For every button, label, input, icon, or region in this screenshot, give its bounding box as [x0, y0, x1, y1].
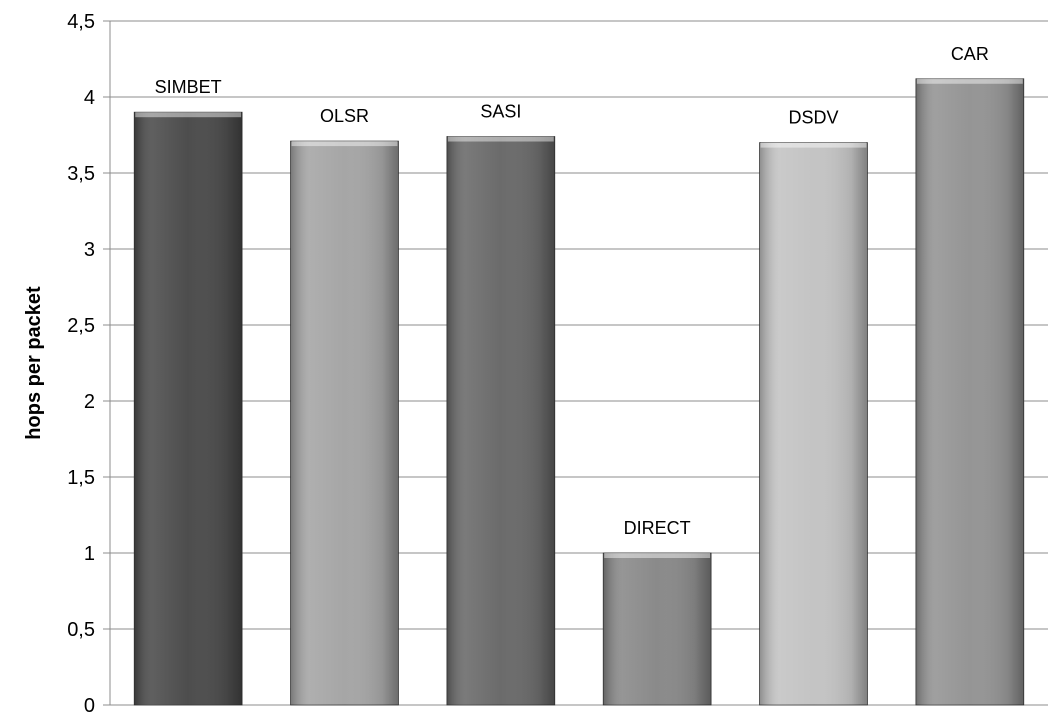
bar-label-dsdv: DSDV — [788, 108, 838, 128]
bar-label-sasi: SASI — [480, 102, 521, 122]
y-tick-label: 0,5 — [67, 619, 95, 641]
axes — [103, 20, 111, 706]
y-tick-label: 3 — [84, 239, 95, 261]
bar-simbet — [133, 111, 243, 706]
bar-direct — [602, 552, 712, 706]
y-tick-labels: 0 0,5 1 1,5 2 2,5 3 3,5 4 4,5 — [67, 11, 95, 715]
bar-car — [915, 78, 1025, 706]
bar-sasi — [446, 136, 556, 706]
bar-label-simbet: SIMBET — [155, 77, 222, 97]
bars — [133, 78, 1025, 706]
y-tick-label: 1,5 — [67, 467, 95, 489]
y-tick-label: 3,5 — [67, 163, 95, 185]
y-tick-label: 0 — [84, 695, 95, 715]
bar-label-direct: DIRECT — [624, 518, 691, 538]
y-tick-label: 2 — [84, 391, 95, 413]
y-tick-label: 4,5 — [67, 11, 95, 33]
y-axis-label: hops per packet — [23, 286, 45, 440]
y-tick-label: 2,5 — [67, 315, 95, 337]
bar-label-car: CAR — [951, 44, 989, 64]
y-tick-label: 4 — [84, 87, 95, 109]
bar-labels: SIMBET OLSR SASI DIRECT DSDV CAR — [155, 44, 989, 538]
y-tick-label: 1 — [84, 543, 95, 565]
gridlines — [110, 20, 1048, 706]
bar-olsr — [290, 140, 399, 706]
bar-label-olsr: OLSR — [320, 106, 369, 126]
bar-dsdv — [759, 142, 868, 706]
